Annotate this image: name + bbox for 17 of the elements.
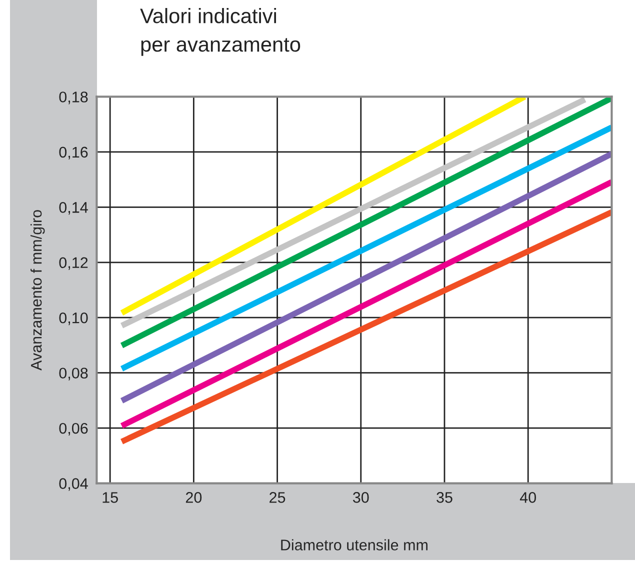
x-tick-label: 20 xyxy=(186,492,202,503)
y-tick-label: 0,12 xyxy=(59,257,88,270)
y-axis-title: Avanzamento f mm/giro xyxy=(30,210,45,370)
y-tick-label: 0,06 xyxy=(59,422,88,436)
y-tick-label: 0,16 xyxy=(59,146,88,160)
y-tick-label: 0,10 xyxy=(59,312,88,326)
x-tick-label: 30 xyxy=(352,492,369,503)
x-tick-label: 25 xyxy=(270,492,286,503)
y-tick-label: 0,14 xyxy=(59,202,88,215)
x-tick-label: 15 xyxy=(102,492,118,503)
x-tick-label: 40 xyxy=(520,492,536,503)
x-axis-title: Diametro utensile mm xyxy=(281,539,428,550)
y-tick-label: 0,04 xyxy=(59,478,88,491)
x-tick-label: 35 xyxy=(436,492,452,503)
chart-title: Valori indicativi per avanzamento xyxy=(140,8,300,56)
y-tick-label: 0,18 xyxy=(59,92,88,104)
y-tick-label: 0,08 xyxy=(59,368,88,380)
